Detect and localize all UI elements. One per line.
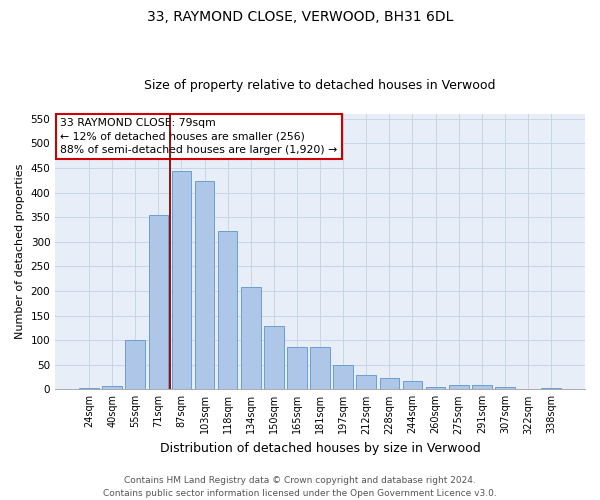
Title: Size of property relative to detached houses in Verwood: Size of property relative to detached ho… (145, 79, 496, 92)
Bar (103, 386, 122, 390)
Bar (472, 385, 491, 390)
Bar (380, 378, 399, 390)
Bar (426, 387, 445, 390)
Bar (403, 381, 422, 390)
Bar (310, 347, 330, 390)
Bar (495, 388, 515, 390)
Bar (264, 326, 284, 390)
Bar (218, 232, 238, 390)
Bar (149, 215, 168, 390)
Bar (541, 388, 561, 390)
Text: 33 RAYMOND CLOSE: 79sqm
← 12% of detached houses are smaller (256)
88% of semi-d: 33 RAYMOND CLOSE: 79sqm ← 12% of detache… (61, 118, 338, 154)
Y-axis label: Number of detached properties: Number of detached properties (15, 164, 25, 340)
Bar (356, 375, 376, 390)
Bar (334, 365, 353, 390)
X-axis label: Distribution of detached houses by size in Verwood: Distribution of detached houses by size … (160, 442, 481, 455)
Bar (172, 170, 191, 390)
Bar (195, 182, 214, 390)
Bar (79, 388, 99, 390)
Bar (125, 340, 145, 390)
Bar (241, 286, 260, 390)
Bar (449, 385, 469, 390)
Text: Contains HM Land Registry data © Crown copyright and database right 2024.
Contai: Contains HM Land Registry data © Crown c… (103, 476, 497, 498)
Text: 33, RAYMOND CLOSE, VERWOOD, BH31 6DL: 33, RAYMOND CLOSE, VERWOOD, BH31 6DL (147, 10, 453, 24)
Bar (287, 347, 307, 390)
